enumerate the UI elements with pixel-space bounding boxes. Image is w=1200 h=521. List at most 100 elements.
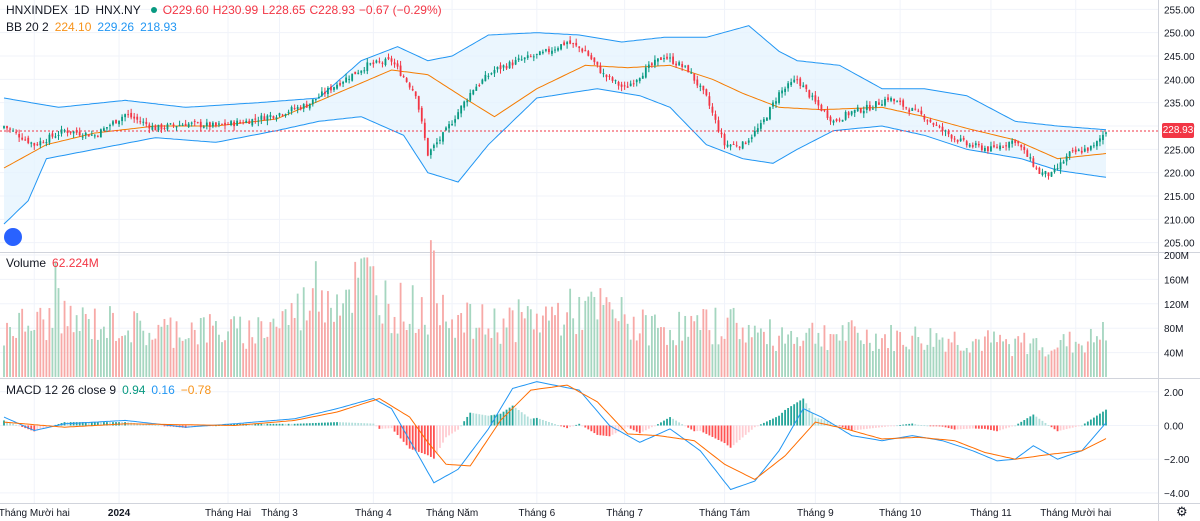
candle-body bbox=[584, 50, 587, 52]
candle-body bbox=[205, 122, 208, 127]
candle-body bbox=[826, 110, 829, 118]
volume-bar bbox=[1077, 343, 1080, 377]
volume-bar bbox=[699, 330, 702, 377]
candle-body bbox=[1102, 134, 1104, 141]
candle-body bbox=[977, 143, 980, 146]
price-tick-label: 225.00 bbox=[1164, 145, 1195, 156]
macd-histogram-bar bbox=[381, 425, 384, 429]
macd-histogram-bar bbox=[414, 425, 417, 451]
macd-histogram-bar bbox=[351, 422, 354, 426]
candle-body bbox=[357, 72, 360, 74]
candle-body bbox=[463, 101, 466, 108]
candle-body bbox=[12, 130, 14, 132]
volume-bar bbox=[853, 326, 856, 377]
macd-histogram-bar bbox=[993, 425, 995, 431]
candle-body bbox=[163, 127, 166, 129]
candle-body bbox=[51, 133, 54, 137]
volume-bar bbox=[772, 345, 774, 377]
volume-bar bbox=[51, 327, 54, 377]
macd-tick-label: 2.00 bbox=[1164, 388, 1184, 399]
candle-body bbox=[272, 116, 275, 119]
volume-bar bbox=[896, 330, 899, 377]
candle-body bbox=[145, 121, 148, 125]
candle-body bbox=[333, 87, 335, 90]
price-axis[interactable]: 255.00250.00245.00240.00235.00230.00225.… bbox=[1164, 5, 1195, 500]
macd-histogram-bar bbox=[317, 422, 320, 426]
candle-body bbox=[905, 107, 908, 109]
volume-bar bbox=[84, 313, 87, 377]
time-tick-label: Tháng 11 bbox=[970, 508, 1012, 519]
volume-bar bbox=[617, 321, 620, 377]
volume-bar bbox=[1053, 349, 1056, 377]
volume-bar bbox=[790, 330, 793, 377]
candle-body bbox=[611, 77, 614, 81]
volume-bar bbox=[284, 309, 287, 377]
candle-body bbox=[302, 104, 305, 109]
macd-histogram-bar bbox=[320, 422, 323, 426]
candle-body bbox=[935, 124, 938, 126]
candle-body bbox=[1017, 141, 1020, 144]
candle-body bbox=[260, 115, 263, 120]
candle-body bbox=[287, 111, 290, 113]
candle-body bbox=[296, 107, 299, 110]
candle-body bbox=[420, 107, 423, 122]
candle-body bbox=[39, 141, 42, 146]
gear-icon[interactable]: ⚙ bbox=[1176, 504, 1188, 519]
time-axis[interactable]: Tháng Mười hai 2024 Tháng Hai Tháng 3 Tháng … bbox=[0, 508, 1111, 519]
volume-bar bbox=[914, 326, 917, 377]
volume-bar bbox=[302, 287, 305, 377]
macd-histogram-bar bbox=[327, 422, 329, 426]
candle-body bbox=[569, 40, 572, 44]
macd-histogram-bar bbox=[145, 424, 148, 426]
macd-histogram-bar bbox=[584, 425, 587, 428]
macd-histogram-bar bbox=[941, 425, 944, 427]
interval-label[interactable]: 1D bbox=[74, 3, 90, 17]
macd-histogram-bar bbox=[290, 423, 293, 426]
volume-bar bbox=[448, 328, 450, 377]
macd-histogram-bar bbox=[299, 423, 302, 426]
volume-bar bbox=[626, 323, 629, 377]
volume-bar bbox=[759, 328, 762, 377]
candle-body bbox=[1047, 172, 1050, 177]
candle-body bbox=[69, 131, 72, 134]
candle-body bbox=[196, 122, 199, 124]
volume-bar bbox=[1086, 341, 1089, 377]
macd-histogram-bar bbox=[336, 422, 338, 426]
macd-histogram-bar bbox=[33, 425, 36, 432]
candle-body bbox=[756, 128, 759, 132]
volume-bar bbox=[708, 330, 711, 377]
candle-body bbox=[457, 112, 460, 120]
macd-histogram-bar bbox=[787, 408, 790, 426]
macd-histogram-bar bbox=[535, 417, 538, 426]
macd-histogram-bar bbox=[1014, 425, 1017, 427]
volume-bar bbox=[862, 343, 865, 377]
tradingview-logo-icon[interactable] bbox=[4, 228, 22, 246]
candle-body bbox=[133, 116, 136, 119]
macd-histogram-bar bbox=[90, 422, 93, 426]
candle-body bbox=[1062, 161, 1065, 164]
macd-tick-label: −2.00 bbox=[1164, 455, 1190, 466]
macd-histogram-bar bbox=[472, 413, 475, 426]
volume-bar bbox=[78, 331, 81, 377]
macd-legend[interactable]: MACD 12 26 close 9 0.94 0.16 −0.78 bbox=[6, 383, 217, 397]
candle-body bbox=[227, 124, 229, 126]
volume-bar bbox=[308, 310, 311, 377]
macd-histogram-bar bbox=[81, 422, 84, 426]
volume-legend[interactable]: Volume 62.224M bbox=[6, 256, 105, 270]
volume-bar bbox=[632, 316, 635, 377]
volume-bar bbox=[817, 332, 820, 377]
candle-body bbox=[90, 134, 93, 136]
volume-bar bbox=[753, 325, 756, 377]
volume-bar bbox=[1080, 345, 1083, 377]
volume-bar bbox=[548, 320, 550, 377]
volume-bar bbox=[717, 344, 720, 377]
candle-body bbox=[805, 84, 808, 90]
symbol-name[interactable]: HNXINDEX bbox=[6, 3, 69, 17]
macd-line bbox=[3, 381, 1107, 491]
volume-bar bbox=[330, 307, 332, 377]
bb-legend[interactable]: BB 20 2 224.10 229.26 218.93 bbox=[6, 20, 183, 34]
volume-bar bbox=[947, 338, 950, 377]
macd-histogram-bar bbox=[790, 406, 793, 426]
time-tick-label: Tháng 10 bbox=[879, 508, 922, 519]
